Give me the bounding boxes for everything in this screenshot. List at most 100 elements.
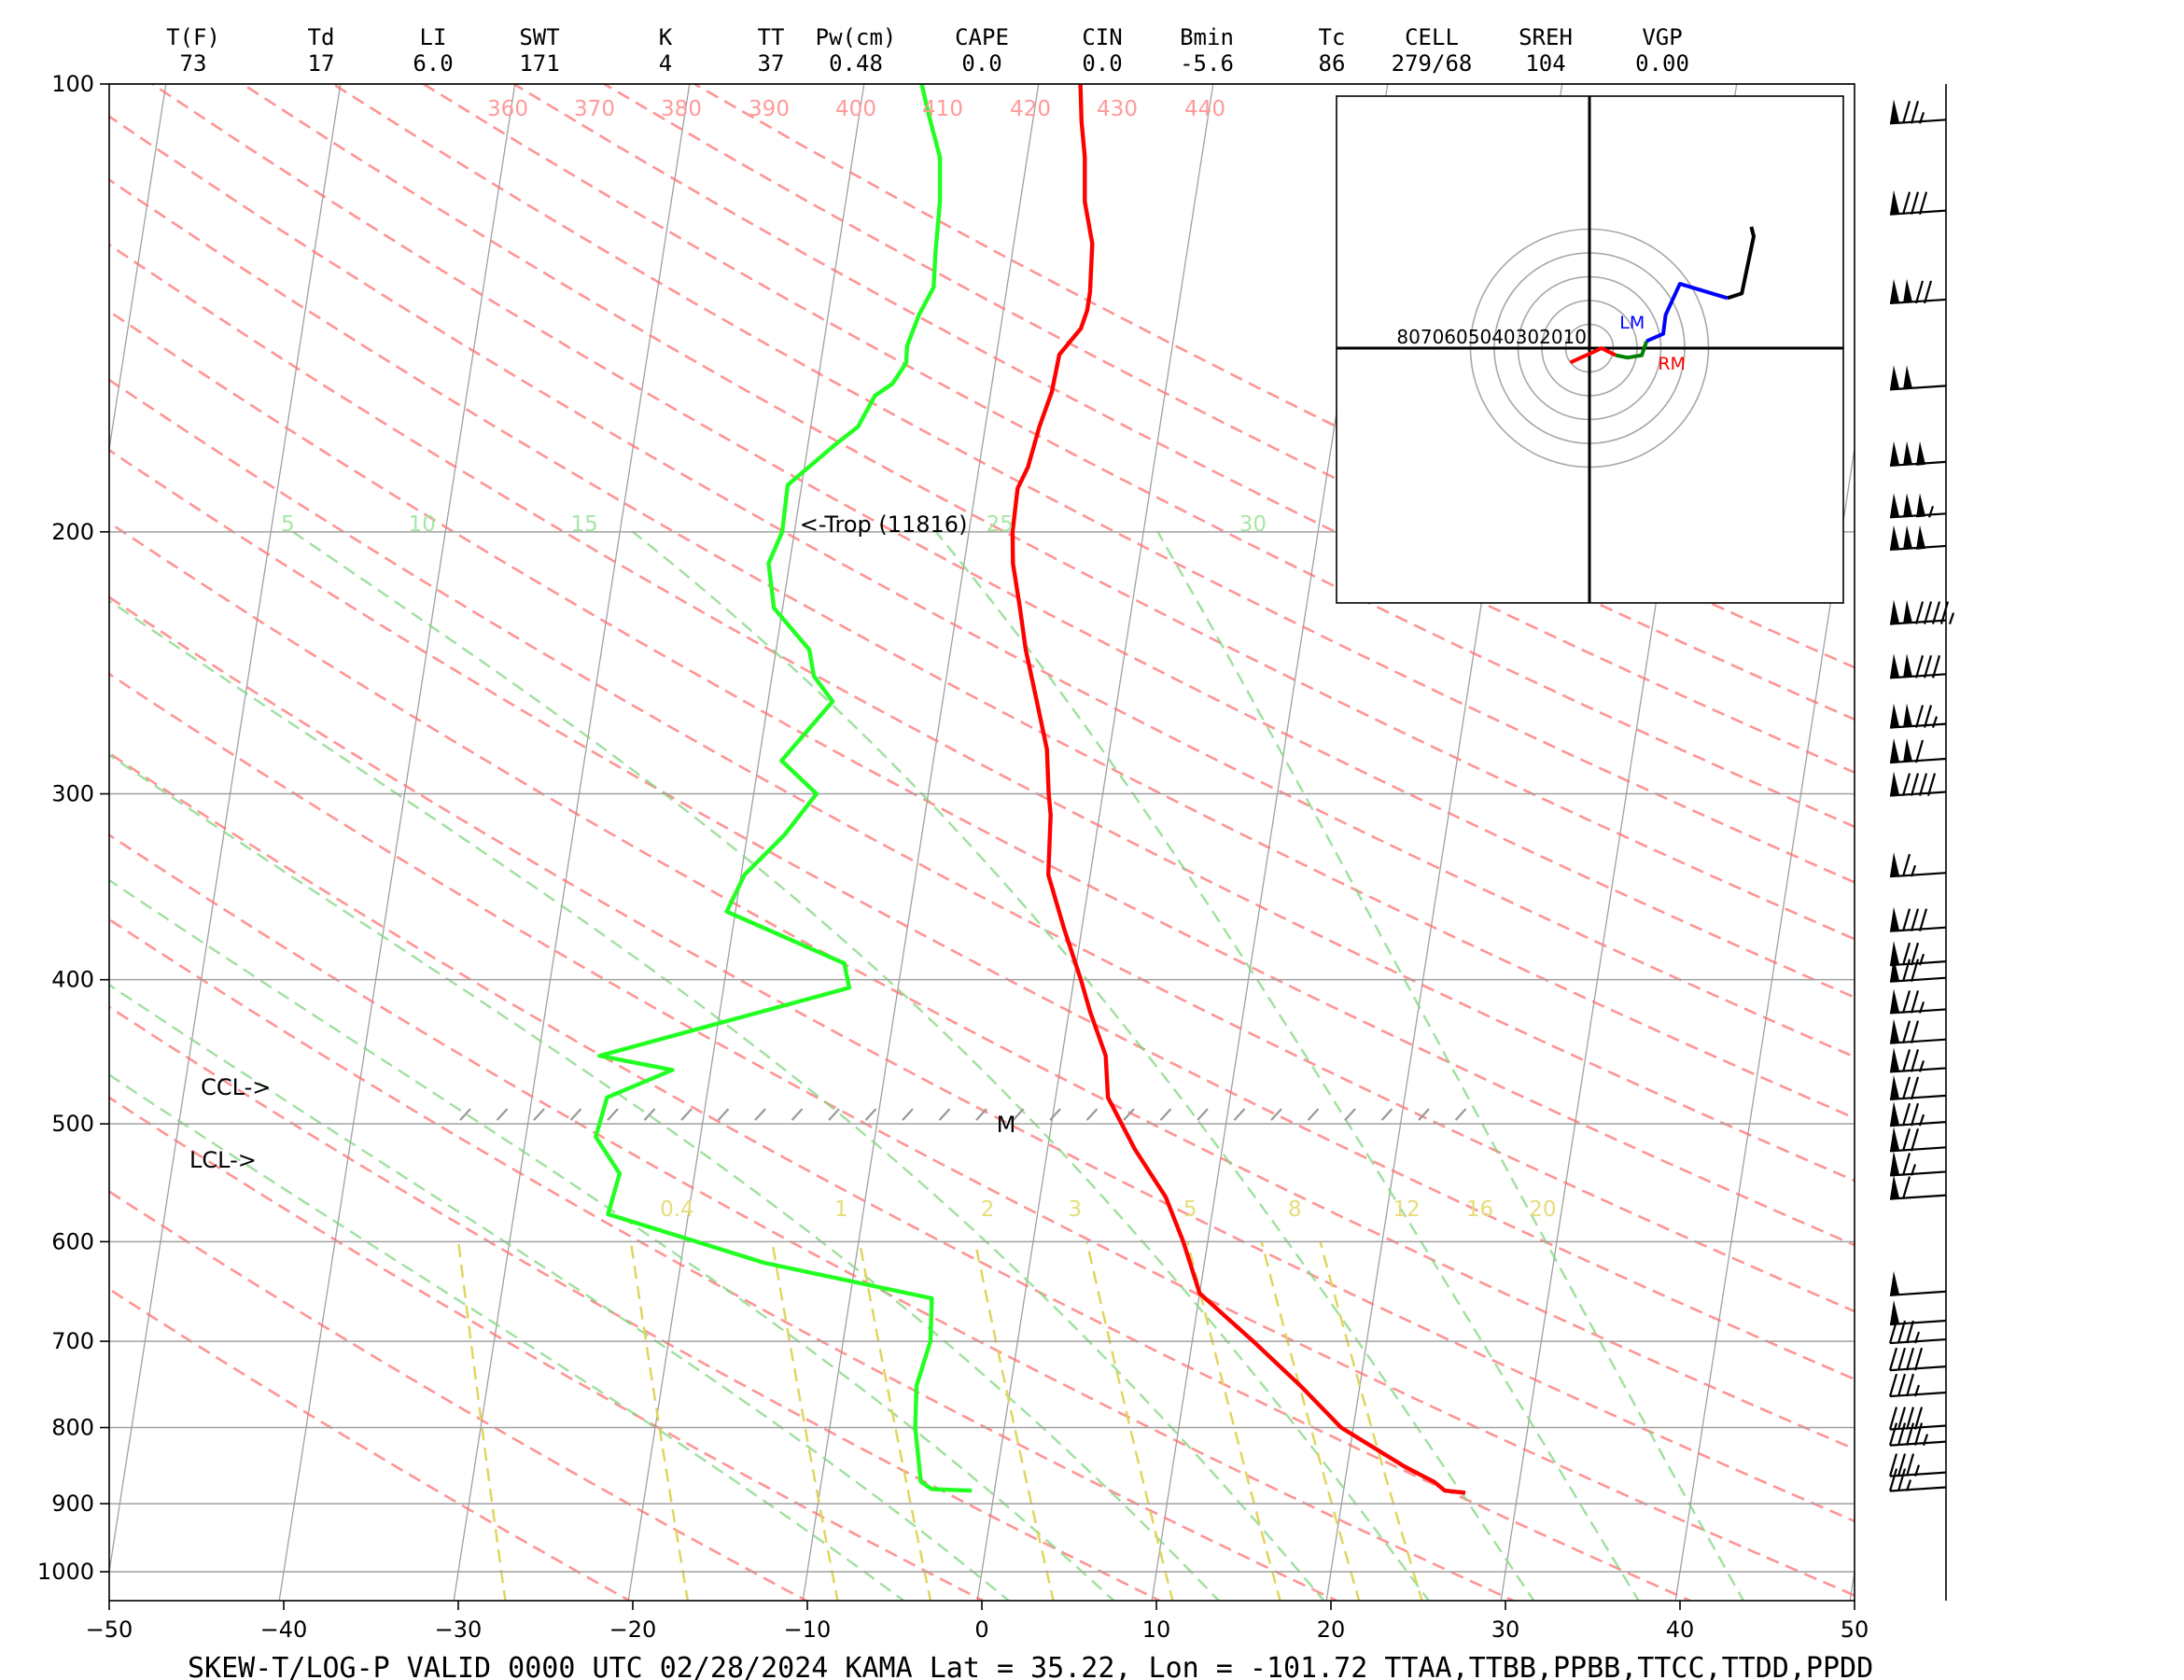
mixing-ratio-line (858, 1241, 932, 1601)
right-mover-label: RM (1658, 354, 1686, 374)
dry-adiabat-label: 430 (1097, 97, 1138, 121)
mixing-ratio-line (771, 1241, 839, 1601)
moist-adiabat-label: 10 (409, 512, 436, 537)
index-name: TT (758, 24, 785, 50)
hatch-mark (496, 1108, 509, 1121)
moist-adiabat (109, 753, 1221, 1601)
isotherm (109, 84, 342, 1576)
annotation-label: CCL-> (201, 1074, 271, 1100)
isotherm (976, 84, 1214, 1601)
hatch-mark (1123, 1108, 1135, 1121)
dry-adiabat-label: 420 (1010, 97, 1051, 121)
dry-adiabat (512, 84, 1855, 775)
annotation-label: <-Trop (11816) (800, 511, 968, 538)
index-name: LI (420, 24, 447, 50)
y-tick-label: 400 (51, 967, 94, 993)
mixing-ratio-label: 2 (981, 1197, 995, 1222)
hatch-mark (607, 1108, 619, 1121)
hatch-mark (1380, 1108, 1393, 1121)
index-value: 0.00 (1635, 50, 1689, 77)
hatch-mark (459, 1108, 471, 1121)
index-name: CIN (1082, 24, 1122, 50)
moist-adiabat (934, 531, 1641, 1601)
dry-adiabat (109, 1190, 809, 1601)
isotherm (109, 84, 167, 454)
index-value: 104 (1525, 50, 1565, 77)
dry-adiabat (423, 84, 1855, 829)
y-tick-label: 300 (51, 781, 94, 807)
wind-barb (1889, 653, 1947, 679)
hatch-mark (1085, 1108, 1099, 1121)
hatch-mark (1197, 1108, 1209, 1121)
wind-barb (1888, 1468, 1947, 1492)
wind-barb (1889, 1270, 1947, 1296)
y-tick-label: 900 (51, 1491, 94, 1517)
x-tick-label: 20 (1317, 1617, 1346, 1643)
dry-adiabat (109, 833, 1517, 1601)
x-tick-label: −30 (435, 1617, 483, 1643)
hatch-mark (717, 1108, 730, 1121)
hatch-mark (975, 1108, 987, 1121)
dry-adiabat-label: 440 (1184, 97, 1225, 121)
hodograph-segment (1727, 226, 1756, 301)
moist-adiabat (1156, 531, 1745, 1601)
hodograph-segment (1569, 346, 1617, 365)
isotherm (802, 84, 1040, 1601)
wind-barb (1889, 365, 1947, 391)
dry-adiabat (109, 1287, 633, 1601)
hodograph-ring-labels: 8070605040302010 (1396, 326, 1587, 348)
dry-adiabat (151, 84, 1855, 999)
axes: −50 −40 −30 −20 −10 0 10 20 30 40 5010020030040050… (37, 71, 1869, 1643)
dewpoint-line (594, 84, 973, 1493)
y-tick-label: 800 (51, 1415, 94, 1441)
dry-adiabat (109, 177, 1855, 1120)
dry-adiabat-label: 370 (574, 97, 615, 121)
index-name: Tc (1319, 24, 1346, 50)
wind-barb (1889, 1127, 1947, 1153)
moist-adiabat-label: 25 (987, 512, 1014, 537)
dry-adiabat (109, 751, 1694, 1601)
dry-adiabat (109, 917, 1340, 1601)
moist-adiabat (109, 599, 1325, 1601)
index-value: 0.0 (1082, 50, 1122, 77)
x-tick-label: 40 (1666, 1617, 1695, 1643)
dry-adiabat (109, 115, 1855, 1058)
x-tick-label: −40 (260, 1617, 308, 1643)
index-value: -5.6 (1180, 50, 1234, 77)
mixing-ratio-line (973, 1241, 1055, 1601)
hatch-mark (902, 1108, 914, 1121)
wind-barb (1888, 1347, 1947, 1372)
hatch-mark (828, 1108, 840, 1121)
mixing-ratio-label: 12 (1393, 1197, 1420, 1222)
index-value: 37 (758, 50, 785, 77)
moist-adiabat (292, 530, 1431, 1601)
wind-barb (1889, 852, 1947, 878)
hatch-mark (1307, 1108, 1320, 1121)
y-tick-label: 700 (51, 1328, 94, 1354)
plot-background (109, 84, 1855, 1601)
left-mover-label: LM (1619, 313, 1645, 333)
index-value: 17 (308, 50, 335, 77)
chart-title: SKEW-T/LOG-P VALID 0000 UTC 02/28/2024 K… (188, 1652, 1873, 1680)
y-tick-label: 1000 (37, 1559, 94, 1585)
wind-barb (1889, 493, 1947, 519)
temperature-line (1010, 84, 1466, 1495)
moist-adiabat-label: 15 (571, 512, 598, 537)
hatch-mark (1012, 1108, 1025, 1121)
moist-adiabat (109, 983, 1011, 1601)
index-value: 0.0 (961, 50, 1001, 77)
hatch-mark (680, 1108, 693, 1121)
hatch-mark (569, 1108, 582, 1121)
dry-adiabat-label: 380 (661, 97, 702, 121)
hatch-mark (1344, 1108, 1356, 1121)
wind-barb (1889, 703, 1947, 729)
wind-barb (1889, 525, 1947, 552)
index-value: 4 (659, 50, 672, 77)
wind-barb (1889, 1101, 1947, 1127)
wind-barb (1888, 1320, 1947, 1345)
index-name: Bmin (1180, 24, 1234, 50)
dry-adiabat-label: 390 (749, 97, 790, 121)
annotation-label: M (997, 1112, 1016, 1138)
x-tick-label: 30 (1491, 1617, 1520, 1643)
hodograph: 8070605040302010 LM RM (1336, 95, 1844, 604)
